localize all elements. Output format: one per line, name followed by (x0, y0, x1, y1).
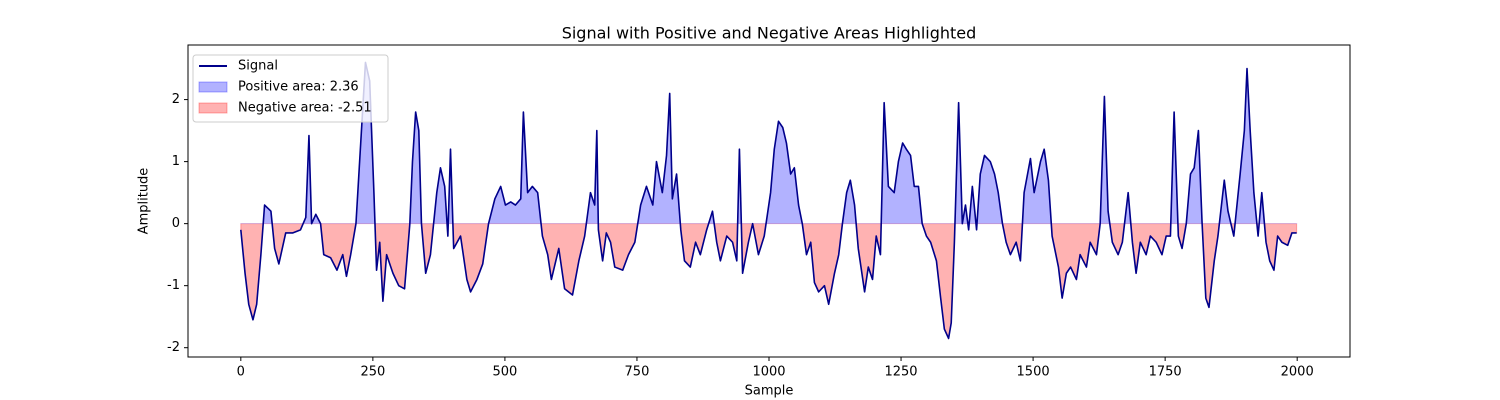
y-tick-label: -1 (167, 278, 180, 293)
x-tick-label: 1750 (1149, 365, 1182, 380)
legend: Signal Positive area: 2.36 Negative area: … (192, 54, 389, 123)
legend-label: Signal (238, 59, 278, 74)
x-tick-label: 1000 (752, 365, 785, 380)
x-tick-label: 750 (625, 365, 650, 380)
x-axis-label: Sample (745, 384, 794, 399)
legend-box (192, 54, 389, 123)
axes: 0 250 500 750 1000 1250 1500 1750 2000 -2 -1 0 1 2 (167, 92, 1314, 379)
legend-patch (198, 81, 228, 93)
legend-label: Negative area: -2.51 (238, 101, 372, 116)
lines (240, 61, 1297, 340)
signal-line (240, 61, 1297, 340)
y-tick-label: -2 (167, 340, 180, 355)
y-tick-label: 0 (172, 216, 180, 231)
y-tick-label: 1 (172, 154, 180, 169)
x-tick-label: 1500 (1017, 365, 1050, 380)
y-tick-label: 2 (172, 92, 180, 107)
x-tick-label: 500 (492, 365, 517, 380)
legend-patch (198, 102, 228, 114)
x-tick-label: 1250 (884, 365, 917, 380)
legend-label: Positive area: 2.36 (238, 80, 359, 95)
x-tick-label: 0 (237, 365, 245, 380)
y-axis-label: Amplitude (137, 168, 152, 235)
x-tick-label: 2000 (1281, 365, 1314, 380)
x-tick-label: 250 (360, 365, 385, 380)
chart-title: Signal with Positive and Negative Areas … (562, 24, 977, 43)
